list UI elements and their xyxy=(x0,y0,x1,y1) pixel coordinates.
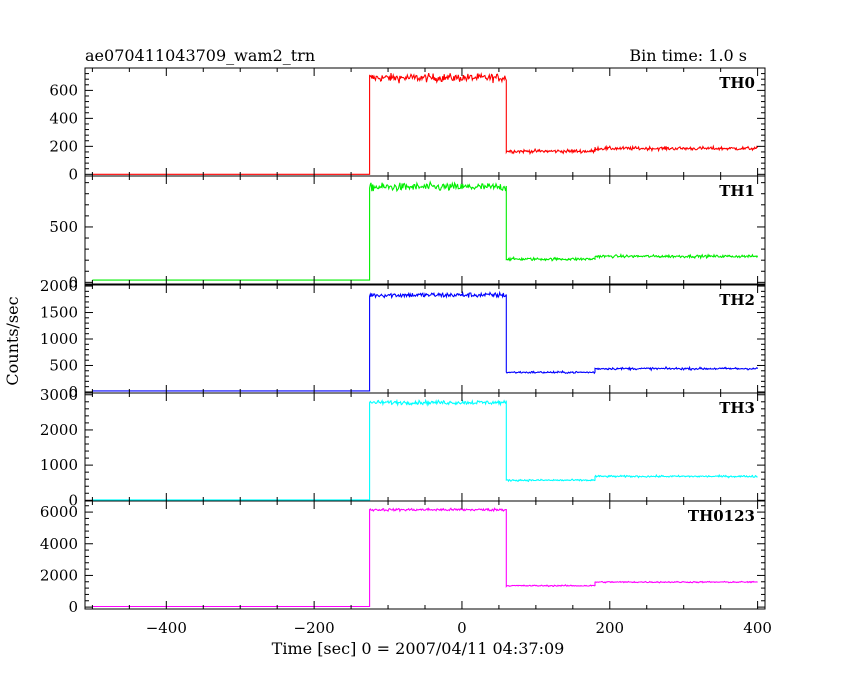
panel-th0: 0 200 400 600 TH0 xyxy=(49,67,766,183)
panel-frame xyxy=(84,284,766,394)
panel-th0123: 0 2000 4000 6000 TH0123 xyxy=(40,500,766,616)
y-tick-label: 0 xyxy=(68,491,78,509)
y-tick-label: 0 xyxy=(68,383,78,401)
y-tick-label: 0 xyxy=(68,273,78,291)
x-tick-label: 200 xyxy=(595,619,624,637)
panel-label: TH2 xyxy=(719,291,755,309)
panel-label: TH1 xyxy=(719,182,755,200)
y-tick-label: 1000 xyxy=(40,456,78,474)
light-curve-th1 xyxy=(92,180,759,281)
y-tick-label: 1500 xyxy=(40,304,78,322)
y-axis-label: Counts/sec xyxy=(3,296,22,385)
panel-label: TH0123 xyxy=(688,507,755,525)
y-tick-label: 500 xyxy=(49,356,78,374)
x-axis-label: Time [sec] 0 = 2007/04/11 04:37:09 xyxy=(272,639,565,658)
y-tick-label: 6000 xyxy=(40,503,78,521)
x-axis-tick-labels: −400 −200 0 200 400 xyxy=(146,619,772,637)
panel-label: TH3 xyxy=(719,399,755,417)
y-tick-label: 0 xyxy=(68,598,78,616)
y-tick-label: 4000 xyxy=(40,535,78,553)
panel-th1: 0 500 TH1 xyxy=(49,175,766,291)
panel-frame xyxy=(84,67,766,177)
y-tick-label: 3000 xyxy=(40,386,78,404)
y-tick-label: 400 xyxy=(49,109,78,127)
light-curve-th3 xyxy=(92,398,758,501)
panel-th3: 0 1000 2000 3000 TH3 xyxy=(40,386,766,509)
x-tick-label: −200 xyxy=(294,619,335,637)
y-tick-label: 200 xyxy=(49,137,78,155)
light-curve-th0 xyxy=(92,72,759,175)
light-curve-th0123 xyxy=(92,507,758,608)
y-tick-label: 600 xyxy=(49,81,78,99)
panel-frame xyxy=(84,392,766,502)
x-tick-label: −400 xyxy=(146,619,187,637)
panel-th2: 0 500 1000 1500 2000 TH2 xyxy=(40,277,766,401)
y-tick-label: 500 xyxy=(49,218,78,236)
y-tick-label: 2000 xyxy=(40,277,78,295)
panel-frame xyxy=(84,500,766,610)
bin-time-label: Bin time: 1.0 s xyxy=(629,46,747,65)
x-tick-label: 0 xyxy=(457,619,467,637)
y-tick-label: 2000 xyxy=(40,566,78,584)
panel-label: TH0 xyxy=(719,74,755,92)
y-tick-label: 1000 xyxy=(40,330,78,348)
chart-title: ae070411043709_wam2_trn xyxy=(85,46,315,65)
y-tick-label: 2000 xyxy=(40,421,78,439)
panel-frame xyxy=(84,175,766,285)
light-curve-th2 xyxy=(92,290,759,392)
x-tick-label: 400 xyxy=(743,619,772,637)
y-tick-label: 0 xyxy=(68,165,78,183)
